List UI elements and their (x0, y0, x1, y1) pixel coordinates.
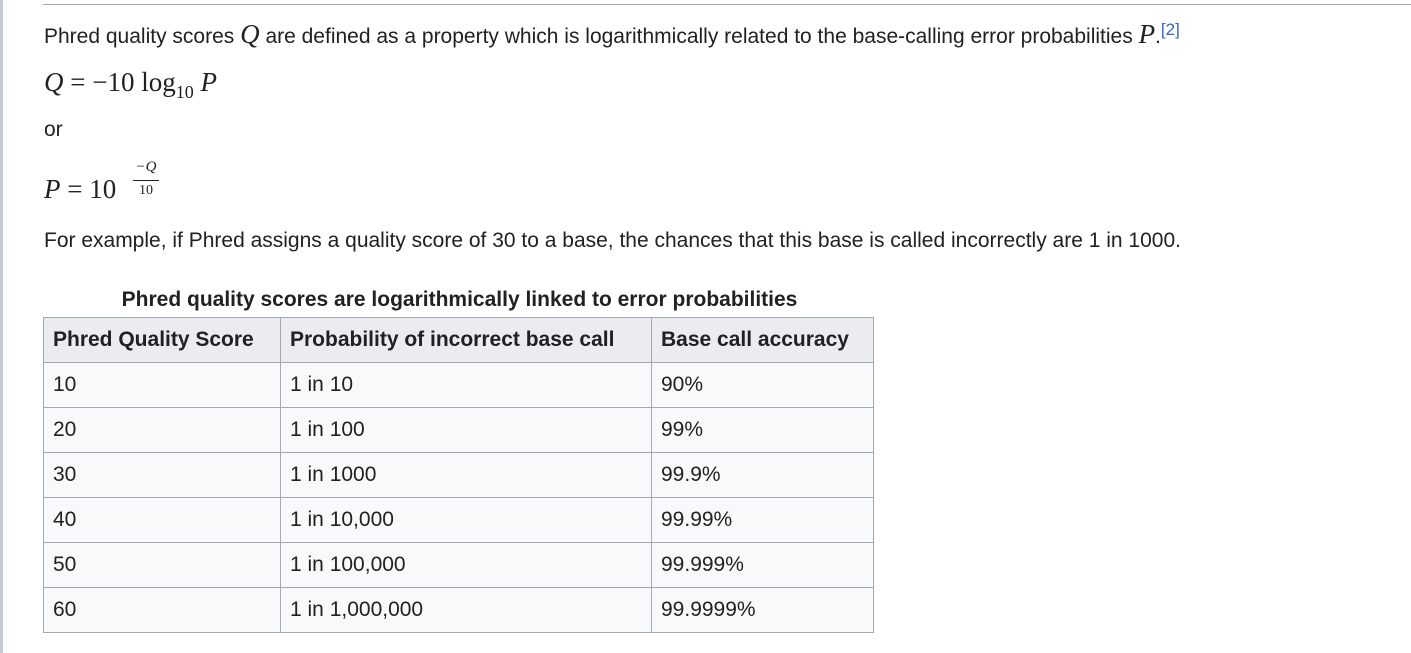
intro-paragraph: Phred quality scores Q are defined as a … (44, 20, 1180, 51)
exponent-denominator: 10 (139, 183, 153, 198)
or-text: or (44, 118, 63, 141)
formula2-equals: = (60, 174, 90, 204)
formula2-base: 10 (89, 174, 117, 204)
formula1-log: log (141, 67, 176, 97)
exponent-numerator: −Q (135, 159, 157, 175)
table-caption: Phred quality scores are logarithmically… (121, 288, 798, 311)
cell-accuracy: 99.9999% (651, 587, 874, 633)
table-row: 10 1 in 10 90% (43, 362, 874, 408)
table-header-row: Phred Quality Score Probability of incor… (43, 317, 874, 363)
cell-probability: 1 in 10 (280, 362, 652, 408)
formula2-exponent-fraction: −Q 10 (132, 158, 160, 202)
reference-link[interactable]: [2] (1160, 20, 1180, 39)
cell-probability: 1 in 100,000 (280, 542, 652, 588)
header-quality-score: Phred Quality Score (43, 317, 281, 363)
section-divider (43, 4, 1411, 5)
table-row: 30 1 in 1000 99.9% (43, 452, 874, 498)
q-variable: Q (240, 19, 260, 49)
left-border (0, 0, 3, 653)
fraction-bar (133, 180, 159, 181)
formula2-lhs: P (44, 174, 61, 204)
intro-text-middle: are defined as a property which is logar… (259, 25, 1139, 48)
formula1-subscript: 10 (175, 82, 194, 102)
table-row: 50 1 in 100,000 99.999% (43, 542, 874, 588)
cell-accuracy: 99.9% (651, 452, 874, 498)
cell-probability: 1 in 1000 (280, 452, 652, 498)
intro-text-before: Phred quality scores (44, 25, 241, 48)
formula2-base-group: P = 10 (44, 174, 116, 205)
example-paragraph: For example, if Phred assigns a quality … (44, 229, 1181, 252)
formula1-var: P (193, 67, 217, 97)
cell-probability: 1 in 100 (280, 407, 652, 453)
cell-probability: 1 in 1,000,000 (280, 587, 652, 633)
table-row: 60 1 in 1,000,000 99.9999% (43, 587, 874, 633)
phred-scores-table: Phred Quality Score Probability of incor… (43, 317, 874, 633)
formula1-lhs: Q (44, 67, 64, 97)
table-row: 20 1 in 100 99% (43, 407, 874, 453)
cell-accuracy: 99% (651, 407, 874, 453)
cell-quality-score: 30 (43, 452, 281, 498)
cell-accuracy: 99.99% (651, 497, 874, 543)
intro-period: . (1155, 25, 1161, 48)
formula1-equals: = (63, 67, 93, 97)
cell-quality-score: 60 (43, 587, 281, 633)
table-row: 40 1 in 10,000 99.99% (43, 497, 874, 543)
cell-quality-score: 10 (43, 362, 281, 408)
cell-quality-score: 40 (43, 497, 281, 543)
formula-q-equals-log: Q = −10 log10 P (44, 64, 217, 110)
cell-probability: 1 in 10,000 (280, 497, 652, 543)
cell-accuracy: 90% (651, 362, 874, 408)
formula1-coef: −10 (92, 67, 142, 97)
header-accuracy: Base call accuracy (651, 317, 874, 363)
p-variable: P (1138, 19, 1156, 49)
cell-accuracy: 99.999% (651, 542, 874, 588)
formula-p-equals-power: P = 10 −Q 10 (44, 158, 244, 210)
cell-quality-score: 50 (43, 542, 281, 588)
cell-quality-score: 20 (43, 407, 281, 453)
header-probability: Probability of incorrect base call (280, 317, 652, 363)
